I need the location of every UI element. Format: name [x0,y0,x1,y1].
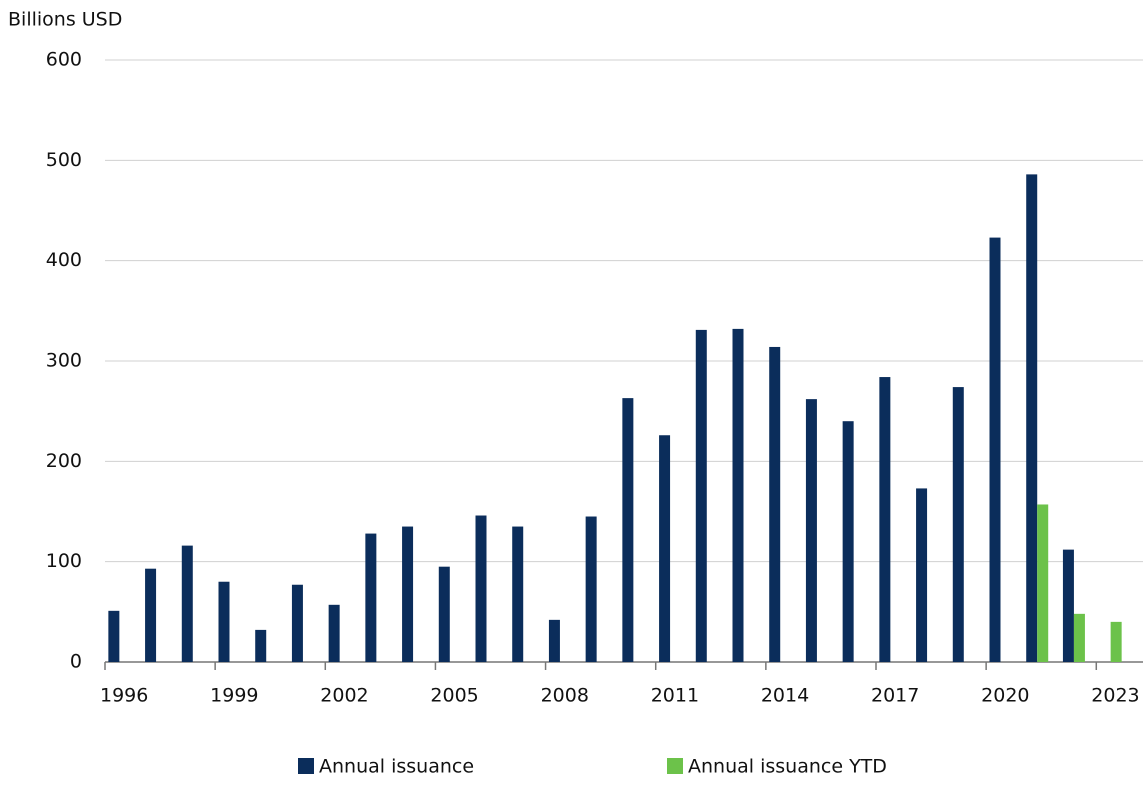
bar [328,604,340,662]
bar [732,328,744,662]
x-tick-label: 2005 [430,685,478,707]
x-tick-label: 2011 [651,685,699,707]
x-tick-label: 1996 [100,685,148,707]
y-tick-label: 200 [46,450,82,472]
bar [622,398,634,662]
x-tick-label: 2017 [871,685,919,707]
bar [255,629,267,662]
y-axis-label: Billions USD [8,9,122,31]
bar [438,566,450,662]
legend-label: Annual issuance [319,756,474,778]
bar [181,545,193,662]
bar [1073,613,1085,662]
y-tick-label: 400 [46,249,82,271]
bar [1062,549,1074,662]
bar [659,435,671,662]
bar [879,377,891,662]
bar [108,610,120,662]
bar [218,581,230,662]
y-tick-label: 0 [70,651,82,673]
bar [952,387,964,662]
bar [585,516,597,662]
bar [402,526,414,662]
bar [548,619,560,662]
legend-swatch [667,758,683,774]
x-tick-label: 2002 [320,685,368,707]
y-tick-label: 500 [46,149,82,171]
bar [989,237,1001,662]
x-tick-label: 2020 [981,685,1029,707]
y-tick-label: 600 [46,49,82,71]
bar [512,526,524,662]
bar [695,329,707,662]
x-tick-label: 2014 [761,685,809,707]
bar [916,488,928,662]
bar [291,584,303,662]
legend-label: Annual issuance YTD [688,756,887,778]
bar [769,346,781,662]
bar [475,515,487,662]
x-tick-label: 1999 [210,685,258,707]
bar [1026,174,1038,662]
bar [365,533,377,662]
bar [1110,621,1122,662]
x-tick-label: 2023 [1091,685,1139,707]
bar [805,399,817,662]
bar [1037,504,1049,662]
bar [842,421,854,662]
y-tick-label: 100 [46,550,82,572]
legend-swatch [298,758,314,774]
y-tick-label: 300 [46,350,82,372]
bar [145,568,157,662]
x-tick-label: 2008 [541,685,589,707]
